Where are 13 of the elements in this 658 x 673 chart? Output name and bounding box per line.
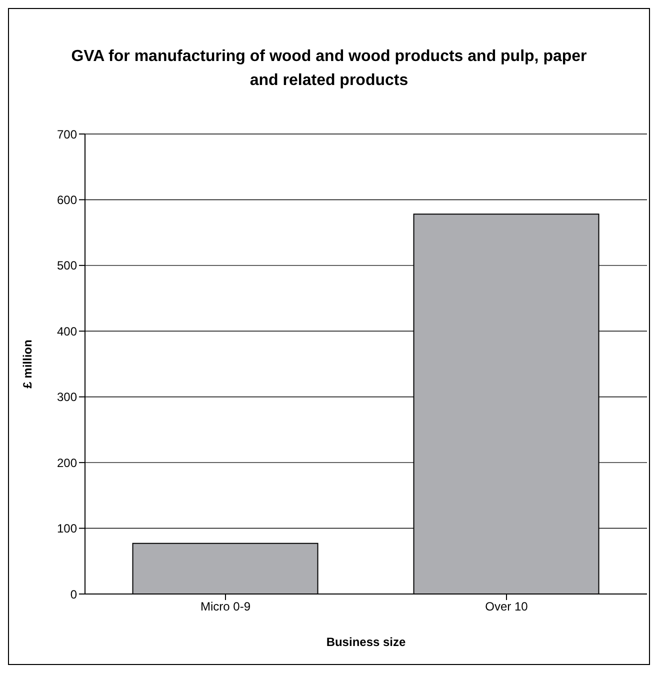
y-tick-label: 500	[56, 258, 78, 273]
chart-title: GVA for manufacturing of wood and wood products and pulp, paper and related products	[70, 47, 588, 91]
y-axis-title: £ million	[20, 340, 34, 388]
y-tick-label: 700	[56, 127, 78, 142]
y-tick-label: 0	[70, 587, 78, 602]
y-tick-label: 400	[56, 324, 78, 338]
y-tick-label: 200	[56, 456, 78, 470]
x-tick-label: Over 10	[485, 600, 528, 614]
y-tick-label: 600	[56, 192, 78, 207]
y-tick-label: 100	[56, 522, 78, 536]
y-tick-label: 300	[56, 390, 78, 404]
x-axis-title: Business size	[326, 635, 406, 649]
x-tick-label: Micro 0-9	[200, 600, 251, 614]
